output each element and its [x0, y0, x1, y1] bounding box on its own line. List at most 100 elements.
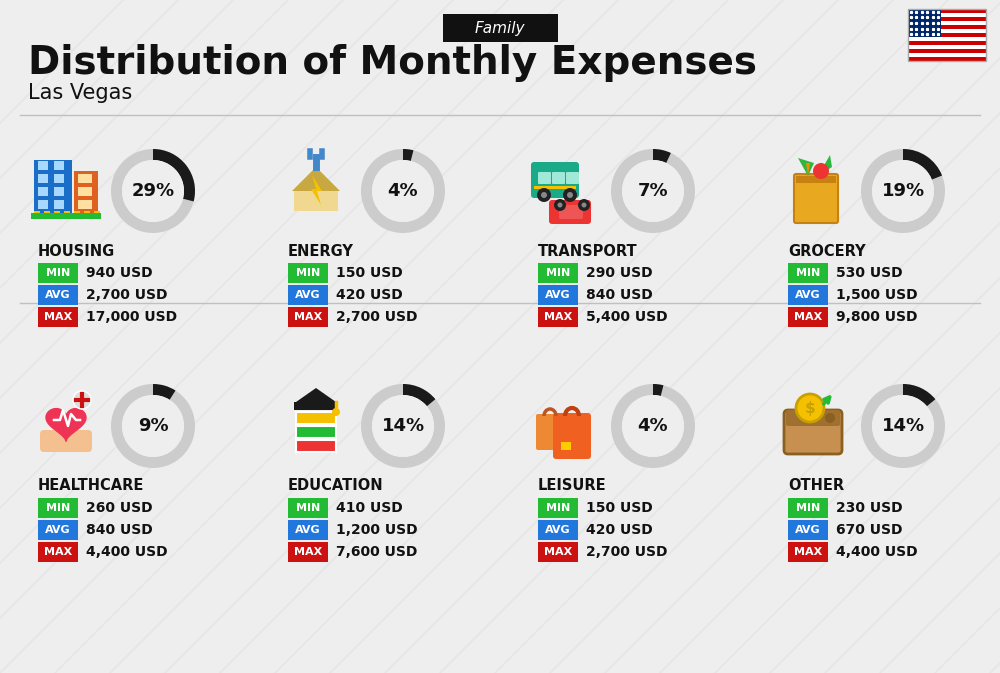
FancyBboxPatch shape: [549, 200, 591, 224]
FancyBboxPatch shape: [38, 520, 78, 540]
Text: MIN: MIN: [796, 503, 820, 513]
FancyBboxPatch shape: [74, 171, 98, 215]
Wedge shape: [903, 384, 935, 406]
Circle shape: [122, 160, 184, 222]
FancyBboxPatch shape: [788, 498, 828, 518]
Text: 420 USD: 420 USD: [336, 288, 403, 302]
FancyBboxPatch shape: [54, 211, 60, 215]
Text: 840 USD: 840 USD: [86, 523, 153, 537]
Text: 14%: 14%: [381, 417, 425, 435]
FancyBboxPatch shape: [38, 285, 78, 305]
Text: 19%: 19%: [881, 182, 925, 200]
Text: 230 USD: 230 USD: [836, 501, 903, 515]
Circle shape: [567, 192, 573, 198]
FancyBboxPatch shape: [296, 426, 336, 438]
Text: 150 USD: 150 USD: [586, 501, 653, 515]
Wedge shape: [653, 384, 663, 396]
FancyBboxPatch shape: [78, 187, 92, 196]
Text: AVG: AVG: [795, 290, 821, 300]
FancyBboxPatch shape: [531, 162, 579, 198]
Text: 1,500 USD: 1,500 USD: [836, 288, 918, 302]
FancyBboxPatch shape: [38, 307, 78, 327]
FancyBboxPatch shape: [786, 410, 840, 426]
Text: AVG: AVG: [45, 525, 71, 535]
Text: 9%: 9%: [138, 417, 168, 435]
Text: 150 USD: 150 USD: [336, 266, 403, 280]
Text: 2,700 USD: 2,700 USD: [336, 310, 418, 324]
Circle shape: [622, 395, 684, 457]
Text: TRANSPORT: TRANSPORT: [538, 244, 638, 258]
Polygon shape: [292, 167, 340, 191]
FancyBboxPatch shape: [64, 211, 70, 215]
FancyBboxPatch shape: [54, 187, 64, 196]
FancyBboxPatch shape: [84, 211, 90, 215]
Text: 4%: 4%: [638, 417, 668, 435]
Text: ENERGY: ENERGY: [288, 244, 354, 258]
FancyBboxPatch shape: [538, 542, 578, 562]
FancyBboxPatch shape: [40, 430, 92, 452]
Wedge shape: [903, 149, 942, 180]
Text: 9,800 USD: 9,800 USD: [836, 310, 918, 324]
Circle shape: [796, 394, 824, 422]
FancyBboxPatch shape: [54, 200, 64, 209]
Text: AVG: AVG: [545, 525, 571, 535]
Text: 1,200 USD: 1,200 USD: [336, 523, 418, 537]
FancyBboxPatch shape: [288, 520, 328, 540]
FancyBboxPatch shape: [908, 33, 986, 37]
FancyBboxPatch shape: [552, 172, 565, 184]
Wedge shape: [611, 149, 695, 233]
FancyBboxPatch shape: [288, 307, 328, 327]
Text: AVG: AVG: [795, 525, 821, 535]
FancyBboxPatch shape: [794, 174, 838, 223]
Polygon shape: [818, 155, 832, 176]
FancyBboxPatch shape: [44, 211, 50, 215]
Text: AVG: AVG: [295, 290, 321, 300]
Circle shape: [563, 188, 577, 202]
Circle shape: [872, 395, 934, 457]
Text: 4,400 USD: 4,400 USD: [836, 545, 918, 559]
Text: MIN: MIN: [546, 268, 570, 278]
FancyBboxPatch shape: [288, 542, 328, 562]
Text: MAX: MAX: [44, 547, 72, 557]
FancyBboxPatch shape: [908, 57, 986, 61]
FancyBboxPatch shape: [94, 211, 100, 215]
FancyBboxPatch shape: [31, 213, 101, 219]
Polygon shape: [296, 388, 336, 402]
Text: MIN: MIN: [296, 503, 320, 513]
Wedge shape: [153, 384, 176, 400]
FancyBboxPatch shape: [296, 412, 336, 424]
Text: Distribution of Monthly Expenses: Distribution of Monthly Expenses: [28, 44, 757, 82]
FancyBboxPatch shape: [788, 542, 828, 562]
Text: 4,400 USD: 4,400 USD: [86, 545, 168, 559]
Text: 14%: 14%: [881, 417, 925, 435]
FancyBboxPatch shape: [561, 442, 571, 450]
Text: 290 USD: 290 USD: [586, 266, 653, 280]
FancyBboxPatch shape: [38, 498, 78, 518]
FancyBboxPatch shape: [566, 172, 579, 184]
FancyBboxPatch shape: [908, 25, 986, 29]
Text: MIN: MIN: [46, 503, 70, 513]
Text: $: $: [805, 400, 815, 415]
FancyBboxPatch shape: [908, 29, 986, 33]
Text: 410 USD: 410 USD: [336, 501, 403, 515]
Text: 840 USD: 840 USD: [586, 288, 653, 302]
FancyBboxPatch shape: [788, 307, 828, 327]
Text: EDUCATION: EDUCATION: [288, 479, 384, 493]
Text: HOUSING: HOUSING: [38, 244, 115, 258]
FancyBboxPatch shape: [54, 174, 64, 183]
Wedge shape: [653, 149, 671, 163]
Circle shape: [582, 203, 586, 207]
Text: MAX: MAX: [794, 312, 822, 322]
FancyBboxPatch shape: [38, 542, 78, 562]
Text: MIN: MIN: [796, 268, 820, 278]
Text: AVG: AVG: [295, 525, 321, 535]
Text: HEALTHCARE: HEALTHCARE: [38, 479, 144, 493]
Text: 670 USD: 670 USD: [836, 523, 902, 537]
Text: 530 USD: 530 USD: [836, 266, 903, 280]
Text: 4%: 4%: [388, 182, 418, 200]
FancyBboxPatch shape: [796, 176, 836, 183]
Wedge shape: [111, 384, 195, 468]
FancyBboxPatch shape: [559, 205, 583, 219]
FancyBboxPatch shape: [54, 161, 64, 170]
Circle shape: [372, 395, 434, 457]
